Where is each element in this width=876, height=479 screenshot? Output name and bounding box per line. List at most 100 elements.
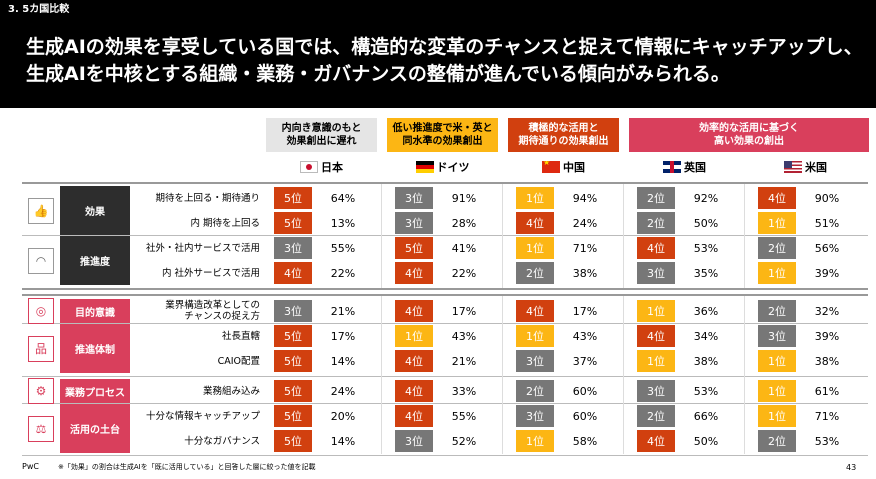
footnote: ※「効果」の割合は生成AIを「既に活用している」と回答した層に絞った値を記載	[58, 463, 316, 471]
percent-value: 55%	[435, 405, 493, 427]
column-separator	[502, 296, 503, 454]
percent-value: 60%	[556, 405, 614, 427]
percent-value: 35%	[677, 262, 735, 284]
rank-badge: 4位	[395, 405, 433, 427]
column-header-0: 内向き意識のもと 効果創出に遅れ	[266, 118, 377, 152]
rank-badge: 2位	[637, 187, 675, 209]
scales-icon: ⚖	[28, 415, 54, 442]
target-icon: ◎	[28, 298, 54, 324]
percent-value: 56%	[798, 237, 856, 259]
rank-badge: 4位	[395, 262, 433, 284]
row-label: 十分なガバナンス	[184, 435, 260, 447]
percent-value: 64%	[314, 187, 372, 209]
rank-badge: 2位	[758, 430, 796, 452]
rank-badge: 3位	[758, 325, 796, 347]
percent-value: 71%	[798, 405, 856, 427]
percent-value: 50%	[677, 212, 735, 234]
country-label-0: 日本	[262, 158, 381, 176]
percent-value: 94%	[556, 187, 614, 209]
rank-badge: 1位	[758, 212, 796, 234]
percent-value: 38%	[798, 350, 856, 372]
rank-badge: 3位	[274, 300, 312, 322]
row-label: 社外・社内サービスで活用	[145, 242, 260, 254]
column-separator	[502, 184, 503, 288]
percent-value: 14%	[314, 430, 372, 452]
percent-value: 60%	[556, 380, 614, 402]
flag-jp-icon	[300, 161, 318, 173]
headline: 生成AIの効果を享受している国では、構造的な変革のチャンスと捉えて情報にキャッチ…	[26, 36, 863, 85]
percent-value: 17%	[435, 300, 493, 322]
percent-value: 24%	[314, 380, 372, 402]
rank-badge: 1位	[516, 237, 554, 259]
row-label: 社長直轄	[221, 330, 260, 342]
percent-value: 43%	[435, 325, 493, 347]
country-label-3: 英国	[625, 158, 744, 176]
row-label: 内 期待を上回る	[190, 217, 260, 229]
percent-value: 14%	[314, 350, 372, 372]
country-name: 米国	[805, 161, 827, 174]
percent-value: 22%	[314, 262, 372, 284]
rank-badge: 4位	[395, 380, 433, 402]
percent-value: 33%	[435, 380, 493, 402]
percent-value: 21%	[314, 300, 372, 322]
rank-badge: 2位	[758, 237, 796, 259]
rank-badge: 5位	[274, 380, 312, 402]
percent-value: 53%	[677, 237, 735, 259]
percent-value: 52%	[435, 430, 493, 452]
divider-line	[22, 323, 868, 324]
row-label: CAIO配置	[217, 355, 260, 367]
row-label: 十分な情報キャッチアップ	[145, 410, 260, 422]
rank-badge: 4位	[516, 212, 554, 234]
percent-value: 32%	[798, 300, 856, 322]
country-name: ドイツ	[436, 161, 470, 174]
column-header-3: 効率的な活用に基づく 高い効果の創出	[629, 118, 869, 152]
percent-value: 58%	[556, 430, 614, 452]
percent-value: 50%	[677, 430, 735, 452]
percent-value: 61%	[798, 380, 856, 402]
thumbs-up-icon: 👍	[28, 197, 54, 224]
flag-uk-icon	[663, 161, 681, 173]
divider-line	[22, 294, 868, 296]
percent-value: 28%	[435, 212, 493, 234]
rank-badge: 3位	[637, 262, 675, 284]
percent-value: 39%	[798, 325, 856, 347]
percent-value: 41%	[435, 237, 493, 259]
group-label: 活用の土台	[60, 404, 130, 453]
percent-value: 43%	[556, 325, 614, 347]
rank-badge: 1位	[395, 325, 433, 347]
rank-badge: 5位	[274, 430, 312, 452]
flag-cn-icon	[542, 161, 560, 173]
percent-value: 37%	[556, 350, 614, 372]
percent-value: 92%	[677, 187, 735, 209]
row-label: 業界構造改革としての チャンスの捉え方	[165, 300, 260, 322]
rank-badge: 1位	[516, 325, 554, 347]
percent-value: 51%	[798, 212, 856, 234]
section-title: 3. 5カ国比較	[8, 4, 70, 15]
group-label: 推進度	[60, 236, 130, 285]
divider-line	[22, 403, 868, 404]
group-label: 業務プロセス	[60, 379, 130, 403]
country-label-2: 中国	[504, 158, 623, 176]
rank-badge: 4位	[637, 325, 675, 347]
column-separator	[381, 296, 382, 454]
percent-value: 20%	[314, 405, 372, 427]
percent-value: 91%	[435, 187, 493, 209]
country-label-4: 米国	[746, 158, 865, 176]
percent-value: 38%	[556, 262, 614, 284]
rank-badge: 4位	[637, 430, 675, 452]
rank-badge: 3位	[274, 237, 312, 259]
rank-badge: 4位	[758, 187, 796, 209]
rank-badge: 5位	[274, 350, 312, 372]
group-label: 効果	[60, 186, 130, 235]
rank-badge: 5位	[395, 237, 433, 259]
divider-line	[22, 455, 868, 456]
org-chart-icon: 品	[28, 335, 54, 362]
group-label: 目的意識	[60, 299, 130, 323]
flag-us-icon	[784, 161, 802, 173]
process-icon: ⚙	[28, 378, 54, 404]
column-separator	[623, 296, 624, 454]
rank-badge: 1位	[516, 430, 554, 452]
rank-badge: 1位	[758, 405, 796, 427]
percent-value: 53%	[677, 380, 735, 402]
percent-value: 17%	[314, 325, 372, 347]
